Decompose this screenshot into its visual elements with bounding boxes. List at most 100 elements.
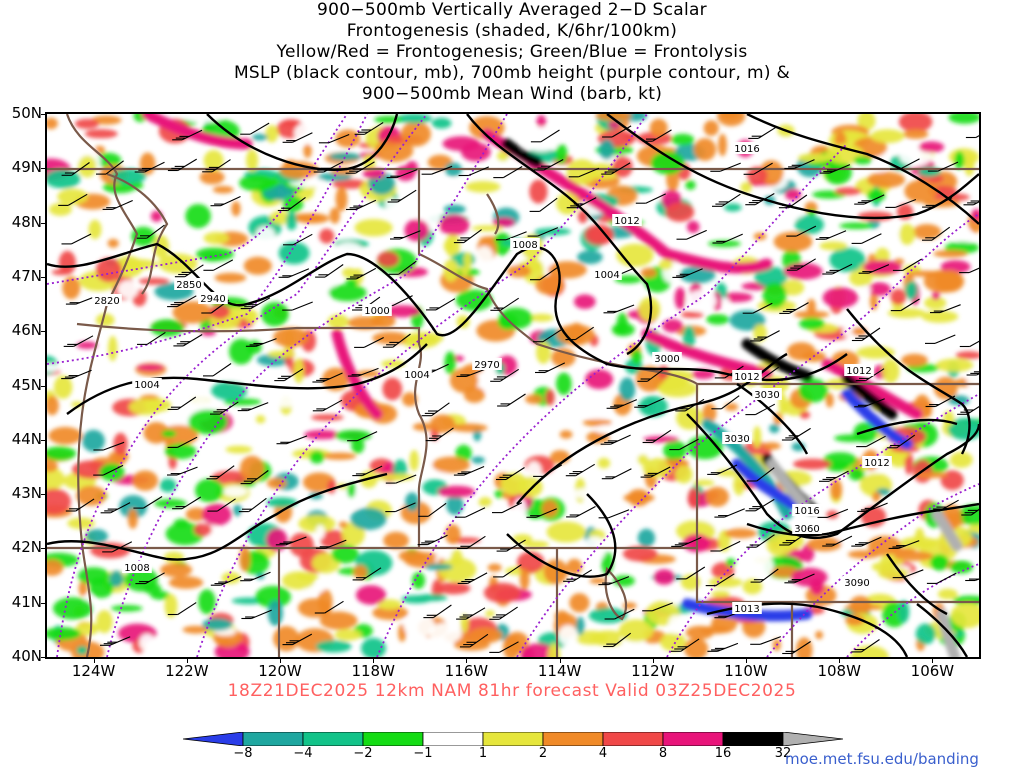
- mslp-label-bg: [132, 378, 162, 390]
- lat-tick-label: 48N: [11, 212, 42, 231]
- frontogenesis-cell: [384, 305, 421, 318]
- frontogenesis-cell: [566, 159, 597, 185]
- mslp-label-bg: [592, 268, 622, 280]
- frontogenesis-cell: [834, 316, 858, 327]
- colorbar-segment: [422, 732, 484, 746]
- wind-barb: [496, 539, 526, 552]
- frontogenesis-cell: [898, 114, 933, 133]
- frontogenesis-cell: [47, 169, 81, 189]
- frontogenesis-cell: [599, 139, 615, 160]
- lon-tick-label: 116W: [444, 662, 489, 680]
- frontogenesis-cell: [398, 549, 426, 562]
- map-panel: 1016 1012 1008 1004 1000 1004 1004 1008 1012 1012…: [45, 112, 981, 659]
- frontogenesis-band: [841, 373, 898, 420]
- frontogenesis-band: [681, 598, 813, 622]
- wind-barb: [669, 438, 699, 451]
- title-line-1: 900−500mb Vertically Averaged 2−D Scalar: [317, 0, 707, 20]
- frontogenesis-cell: [315, 640, 352, 653]
- mslp-contour: [466, 114, 653, 356]
- frontogenesis-cell: [707, 240, 741, 248]
- wind-barb: [851, 233, 882, 244]
- frontogenesis-cell: [225, 445, 253, 454]
- lon-tick-label: 110W: [724, 662, 768, 680]
- frontogenesis-cell: [631, 349, 642, 365]
- frontogenesis-cell: [443, 239, 456, 253]
- frontogenesis-cell: [589, 630, 628, 647]
- frontogenesis-cell: [119, 302, 129, 322]
- frontogenesis-cell: [901, 353, 928, 367]
- wind-barb: [925, 395, 956, 408]
- frontogenesis-cell: [465, 181, 501, 193]
- frontogenesis-cell: [117, 280, 139, 299]
- frontogenesis-cell: [317, 172, 353, 182]
- frontogenesis-cell: [795, 637, 813, 657]
- wind-barb: [354, 337, 384, 348]
- colorbar-segment: [722, 732, 784, 746]
- wind-barb: [423, 604, 452, 619]
- frontogenesis-cell: [513, 498, 527, 522]
- mslp-contour: [516, 352, 788, 505]
- frontogenesis-cell: [850, 645, 889, 657]
- frontogenesis-cell: [825, 393, 834, 408]
- colorbar-segment: [482, 732, 544, 746]
- wind-barb: [642, 429, 672, 444]
- wind-barb: [210, 196, 241, 207]
- frontogenesis-cell: [519, 568, 530, 590]
- wind-barb: [345, 161, 375, 174]
- frontogenesis-cell: [955, 351, 979, 360]
- frontogenesis-band: [936, 608, 961, 657]
- wind-barb: [856, 435, 886, 448]
- frontogenesis-cell: [267, 600, 283, 626]
- wind-barb: [418, 502, 447, 517]
- frontogenesis-cell: [223, 486, 248, 497]
- mslp-label: 1016: [794, 506, 819, 517]
- frontogenesis-cell: [448, 178, 461, 195]
- wind-barb: [854, 194, 885, 205]
- frontogenesis-cell: [91, 115, 122, 125]
- wind-barb: [352, 465, 383, 477]
- frontogenesis-cell: [637, 454, 649, 465]
- wind-barb: [855, 368, 885, 382]
- frontogenesis-cell: [589, 577, 608, 584]
- frontogenesis-cell: [445, 524, 461, 545]
- height-label-bg: [92, 294, 122, 306]
- frontogenesis-cell: [693, 138, 717, 161]
- wind-barb: [535, 362, 566, 374]
- title-line-4: MSLP (black contour, mb), 700mb height (…: [233, 63, 791, 83]
- frontogenesis-cell: [239, 546, 251, 572]
- frontogenesis-cell: [436, 582, 471, 595]
- wind-barb: [745, 193, 775, 206]
- wind-barb: [965, 578, 979, 582]
- frontogenesis-cell: [329, 207, 341, 224]
- frontogenesis-cell: [404, 219, 430, 242]
- frontogenesis-cell: [686, 220, 700, 233]
- frontogenesis-cell: [523, 540, 549, 549]
- wind-barb: [603, 632, 632, 648]
- mslp-contour: [826, 502, 979, 536]
- frontogenesis-cell: [47, 363, 61, 372]
- frontogenesis-cell: [924, 296, 947, 310]
- wind-barb: [930, 304, 961, 314]
- frontogenesis-cell: [282, 290, 321, 300]
- frontogenesis-cell: [485, 610, 495, 617]
- wind-barb: [712, 193, 741, 207]
- frontogenesis-cell: [84, 129, 118, 139]
- credit-link[interactable]: moe.met.fsu.edu/banding: [785, 750, 979, 768]
- height-label: 3090: [844, 578, 869, 589]
- lon-tick-label: 124W: [71, 662, 116, 680]
- frontogenesis-cell: [49, 202, 72, 216]
- frontogenesis-cell: [335, 430, 372, 442]
- frontogenesis-cell: [724, 203, 742, 212]
- frontogenesis-cell: [47, 395, 59, 416]
- wind-barb: [745, 498, 775, 512]
- frontogenesis-cell: [931, 291, 940, 301]
- wind-barb: [748, 126, 778, 139]
- frontogenesis-cell: [279, 161, 319, 180]
- frontogenesis-cell: [935, 358, 974, 372]
- frontogenesis-cell: [350, 507, 387, 530]
- title-line-5: 900−500mb Mean Wind (barb, kt): [361, 84, 663, 104]
- frontogenesis-cell: [47, 627, 81, 641]
- lat-tick: [41, 168, 47, 170]
- wind-barb: [277, 196, 306, 212]
- lon-tick: [746, 657, 747, 663]
